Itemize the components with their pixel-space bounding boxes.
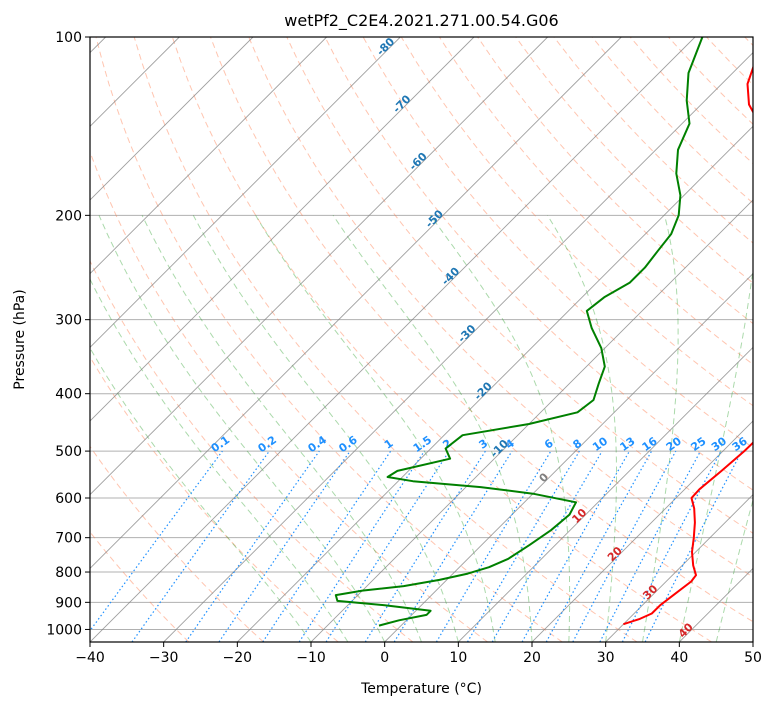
- mixing-ratio-line: [572, 450, 677, 642]
- sounding-profiles: [334, 37, 753, 627]
- isotherm: [90, 37, 254, 201]
- x-tick-label: −30: [149, 650, 179, 666]
- y-axis-label: Pressure (hPa): [12, 289, 28, 389]
- moist-adiabat: [678, 265, 753, 642]
- x-tick-label: 40: [670, 650, 688, 666]
- mixing-ratio-line: [218, 450, 351, 642]
- x-tick-label: −20: [223, 650, 253, 666]
- temperature-profile: [623, 64, 753, 626]
- moist-adiabat: [332, 215, 533, 642]
- mixing-ratio-line: [262, 450, 392, 642]
- mixing-ratio-lines: [90, 450, 743, 642]
- isotherm: [90, 37, 401, 348]
- isotherm: [605, 494, 753, 642]
- dry-adiabat: [133, 37, 638, 642]
- plot-frame: [89, 36, 754, 643]
- x-axis-label: Temperature (°C): [360, 681, 482, 697]
- isotherm: [90, 37, 475, 422]
- mixing-ratio-line: [298, 450, 425, 642]
- isotherms: [90, 37, 753, 642]
- dewpoint-profile: [334, 37, 704, 627]
- isotherm: [310, 199, 753, 642]
- x-tick-label: −40: [75, 650, 105, 666]
- y-tick-label: 300: [55, 313, 82, 329]
- pressure-gridlines: [90, 37, 753, 630]
- dry-adiabat: [286, 37, 753, 534]
- isotherm: [90, 37, 696, 642]
- background-lines: -100-90-80-70-60-50-40-30-20-10010203040…: [90, 37, 753, 642]
- dry-adiabats: [90, 37, 753, 642]
- moist-adiabat: [192, 215, 459, 642]
- x-tick-label: 0: [380, 650, 389, 666]
- x-tick-label: 30: [597, 650, 615, 666]
- isotherm: [384, 273, 753, 642]
- y-tick-label: 900: [55, 595, 82, 611]
- dry-adiabat: [95, 37, 563, 642]
- moist-adiabat: [642, 215, 679, 642]
- isotherm: [531, 420, 753, 642]
- isotherm: [237, 125, 753, 642]
- x-axis: −40 −30 −20 −10 0 10 20 30 40 50: [75, 642, 762, 666]
- mixing-ratio-line: [644, 450, 743, 642]
- dry-adiabat: [90, 356, 339, 642]
- moist-adiabat: [98, 215, 386, 642]
- isotherm: [163, 52, 753, 642]
- plot-background: [90, 37, 753, 642]
- y-tick-label: 600: [55, 491, 82, 507]
- mixing-ratio-line: [131, 450, 270, 642]
- dry-adiabat: [90, 259, 414, 642]
- chart-title: wetPf2_C2E4.2021.271.00.54.G06: [284, 11, 558, 31]
- moist-adiabat: [90, 347, 312, 642]
- y-tick-label: 200: [55, 208, 82, 224]
- y-tick-label: 100: [55, 30, 82, 46]
- dry-adiabat: [210, 37, 753, 623]
- mixing-ratio-line: [545, 450, 653, 642]
- dry-adiabat: [171, 37, 712, 642]
- y-tick-label: 400: [55, 387, 82, 403]
- mixing-ratio-line: [90, 450, 223, 632]
- isotherm: [90, 37, 548, 496]
- isotherm: [90, 37, 622, 569]
- x-tick-label: 50: [744, 650, 762, 666]
- moist-adiabat: [547, 215, 617, 642]
- isotherm: [458, 346, 753, 642]
- isotherm: [90, 37, 327, 275]
- y-tick-label: 700: [55, 531, 82, 547]
- x-tick-label: −10: [296, 650, 326, 666]
- mixing-ratio-line: [521, 450, 631, 642]
- x-tick-label: 20: [523, 650, 541, 666]
- mixing-ratio-line: [185, 450, 320, 642]
- y-tick-label: 500: [55, 444, 82, 460]
- x-tick-label: 10: [449, 650, 467, 666]
- y-axis: 100 200 300 400 500 600 700 800 900 1000: [46, 30, 90, 638]
- y-tick-label: 800: [55, 565, 82, 581]
- moist-adiabat: [141, 215, 422, 642]
- mixing-ratio-line: [325, 450, 450, 642]
- mixing-ratio-line: [393, 450, 513, 642]
- dry-adiabat: [515, 37, 753, 284]
- dry-adiabat: [324, 37, 753, 491]
- y-tick-label: 1000: [46, 622, 82, 638]
- dry-adiabat: [248, 37, 753, 578]
- moist-adiabat: [429, 215, 571, 642]
- dry-adiabat: [90, 445, 264, 642]
